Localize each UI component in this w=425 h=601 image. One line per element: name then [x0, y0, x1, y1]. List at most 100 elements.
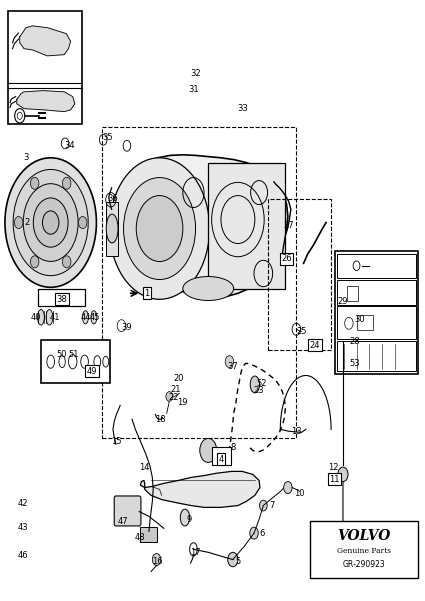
- Text: 27: 27: [283, 221, 294, 230]
- Circle shape: [5, 158, 96, 287]
- Bar: [335, 251, 418, 374]
- Bar: [337, 307, 416, 340]
- Circle shape: [228, 552, 238, 567]
- Text: 14: 14: [139, 463, 149, 472]
- Text: 47: 47: [117, 517, 128, 526]
- Circle shape: [62, 177, 71, 189]
- Ellipse shape: [46, 310, 53, 325]
- Text: 6: 6: [260, 529, 265, 538]
- Text: 29: 29: [338, 297, 348, 306]
- Circle shape: [250, 527, 258, 539]
- Bar: [102, 127, 296, 438]
- Text: 30: 30: [354, 315, 365, 324]
- Text: 44: 44: [80, 313, 91, 322]
- Circle shape: [31, 177, 39, 189]
- Bar: [337, 341, 416, 371]
- Bar: [337, 254, 416, 278]
- Circle shape: [260, 500, 267, 511]
- Text: 41: 41: [50, 313, 60, 322]
- Circle shape: [14, 216, 23, 228]
- Circle shape: [13, 169, 88, 276]
- Text: 46: 46: [17, 551, 28, 560]
- Text: 33: 33: [238, 104, 248, 113]
- Text: 12: 12: [328, 463, 338, 472]
- Bar: [269, 198, 331, 350]
- Text: 16: 16: [152, 557, 163, 566]
- Text: 51: 51: [68, 350, 79, 359]
- Text: 24: 24: [310, 341, 320, 350]
- Circle shape: [225, 356, 234, 368]
- Text: 49: 49: [87, 367, 97, 376]
- Text: 45: 45: [90, 313, 100, 322]
- FancyBboxPatch shape: [212, 447, 231, 465]
- Text: 8: 8: [230, 443, 235, 452]
- Text: 5: 5: [235, 557, 241, 566]
- Text: 52: 52: [256, 379, 266, 388]
- Bar: [337, 279, 416, 305]
- Bar: [106, 201, 119, 255]
- Text: 4: 4: [218, 455, 224, 464]
- FancyBboxPatch shape: [114, 496, 141, 526]
- Text: 20: 20: [173, 374, 184, 383]
- Text: 37: 37: [227, 362, 238, 371]
- Circle shape: [338, 467, 348, 481]
- Ellipse shape: [91, 311, 97, 324]
- Text: 34: 34: [64, 141, 75, 150]
- Text: 19: 19: [177, 398, 187, 407]
- Text: 9: 9: [187, 515, 192, 524]
- Text: 21: 21: [170, 385, 181, 394]
- Bar: [38, 288, 85, 307]
- Circle shape: [200, 438, 217, 462]
- Text: 48: 48: [134, 533, 145, 542]
- Circle shape: [23, 184, 78, 261]
- Text: 13: 13: [291, 427, 302, 436]
- Text: 3: 3: [23, 153, 29, 162]
- Text: Genuine Parts: Genuine Parts: [337, 547, 391, 555]
- Bar: [41, 340, 110, 383]
- Polygon shape: [20, 26, 71, 56]
- Bar: [8, 11, 82, 124]
- Ellipse shape: [180, 509, 190, 526]
- Text: 43: 43: [17, 523, 28, 532]
- Ellipse shape: [82, 311, 88, 324]
- Circle shape: [33, 198, 68, 247]
- Text: 10: 10: [294, 489, 305, 498]
- Circle shape: [136, 195, 183, 261]
- Circle shape: [79, 216, 87, 228]
- Circle shape: [62, 256, 71, 268]
- Text: 1: 1: [144, 289, 150, 298]
- Text: 17: 17: [190, 548, 201, 557]
- Text: 11: 11: [329, 475, 340, 484]
- Bar: [347, 285, 358, 300]
- Circle shape: [110, 158, 210, 299]
- Text: 15: 15: [110, 437, 121, 446]
- Text: 50: 50: [57, 350, 68, 359]
- Text: 38: 38: [57, 295, 68, 304]
- Bar: [140, 526, 156, 542]
- Circle shape: [42, 211, 59, 234]
- Text: 26: 26: [281, 254, 292, 263]
- Text: 42: 42: [17, 499, 28, 508]
- Polygon shape: [141, 471, 260, 507]
- Circle shape: [166, 392, 173, 401]
- Text: 35: 35: [102, 133, 113, 142]
- Circle shape: [283, 481, 292, 493]
- Bar: [357, 316, 374, 331]
- Polygon shape: [17, 91, 75, 112]
- Ellipse shape: [37, 310, 44, 325]
- Circle shape: [31, 256, 39, 268]
- Polygon shape: [208, 163, 284, 288]
- Text: 18: 18: [156, 415, 166, 424]
- Text: 53: 53: [349, 359, 360, 368]
- Bar: [310, 520, 418, 578]
- Text: 31: 31: [188, 85, 199, 94]
- Circle shape: [124, 177, 196, 279]
- Text: 40: 40: [30, 313, 41, 322]
- Ellipse shape: [250, 376, 260, 393]
- Text: 39: 39: [122, 323, 132, 332]
- Text: 28: 28: [349, 337, 360, 346]
- Ellipse shape: [183, 276, 234, 300]
- Text: VOLVO: VOLVO: [337, 528, 391, 543]
- Circle shape: [152, 554, 161, 566]
- Ellipse shape: [106, 214, 118, 243]
